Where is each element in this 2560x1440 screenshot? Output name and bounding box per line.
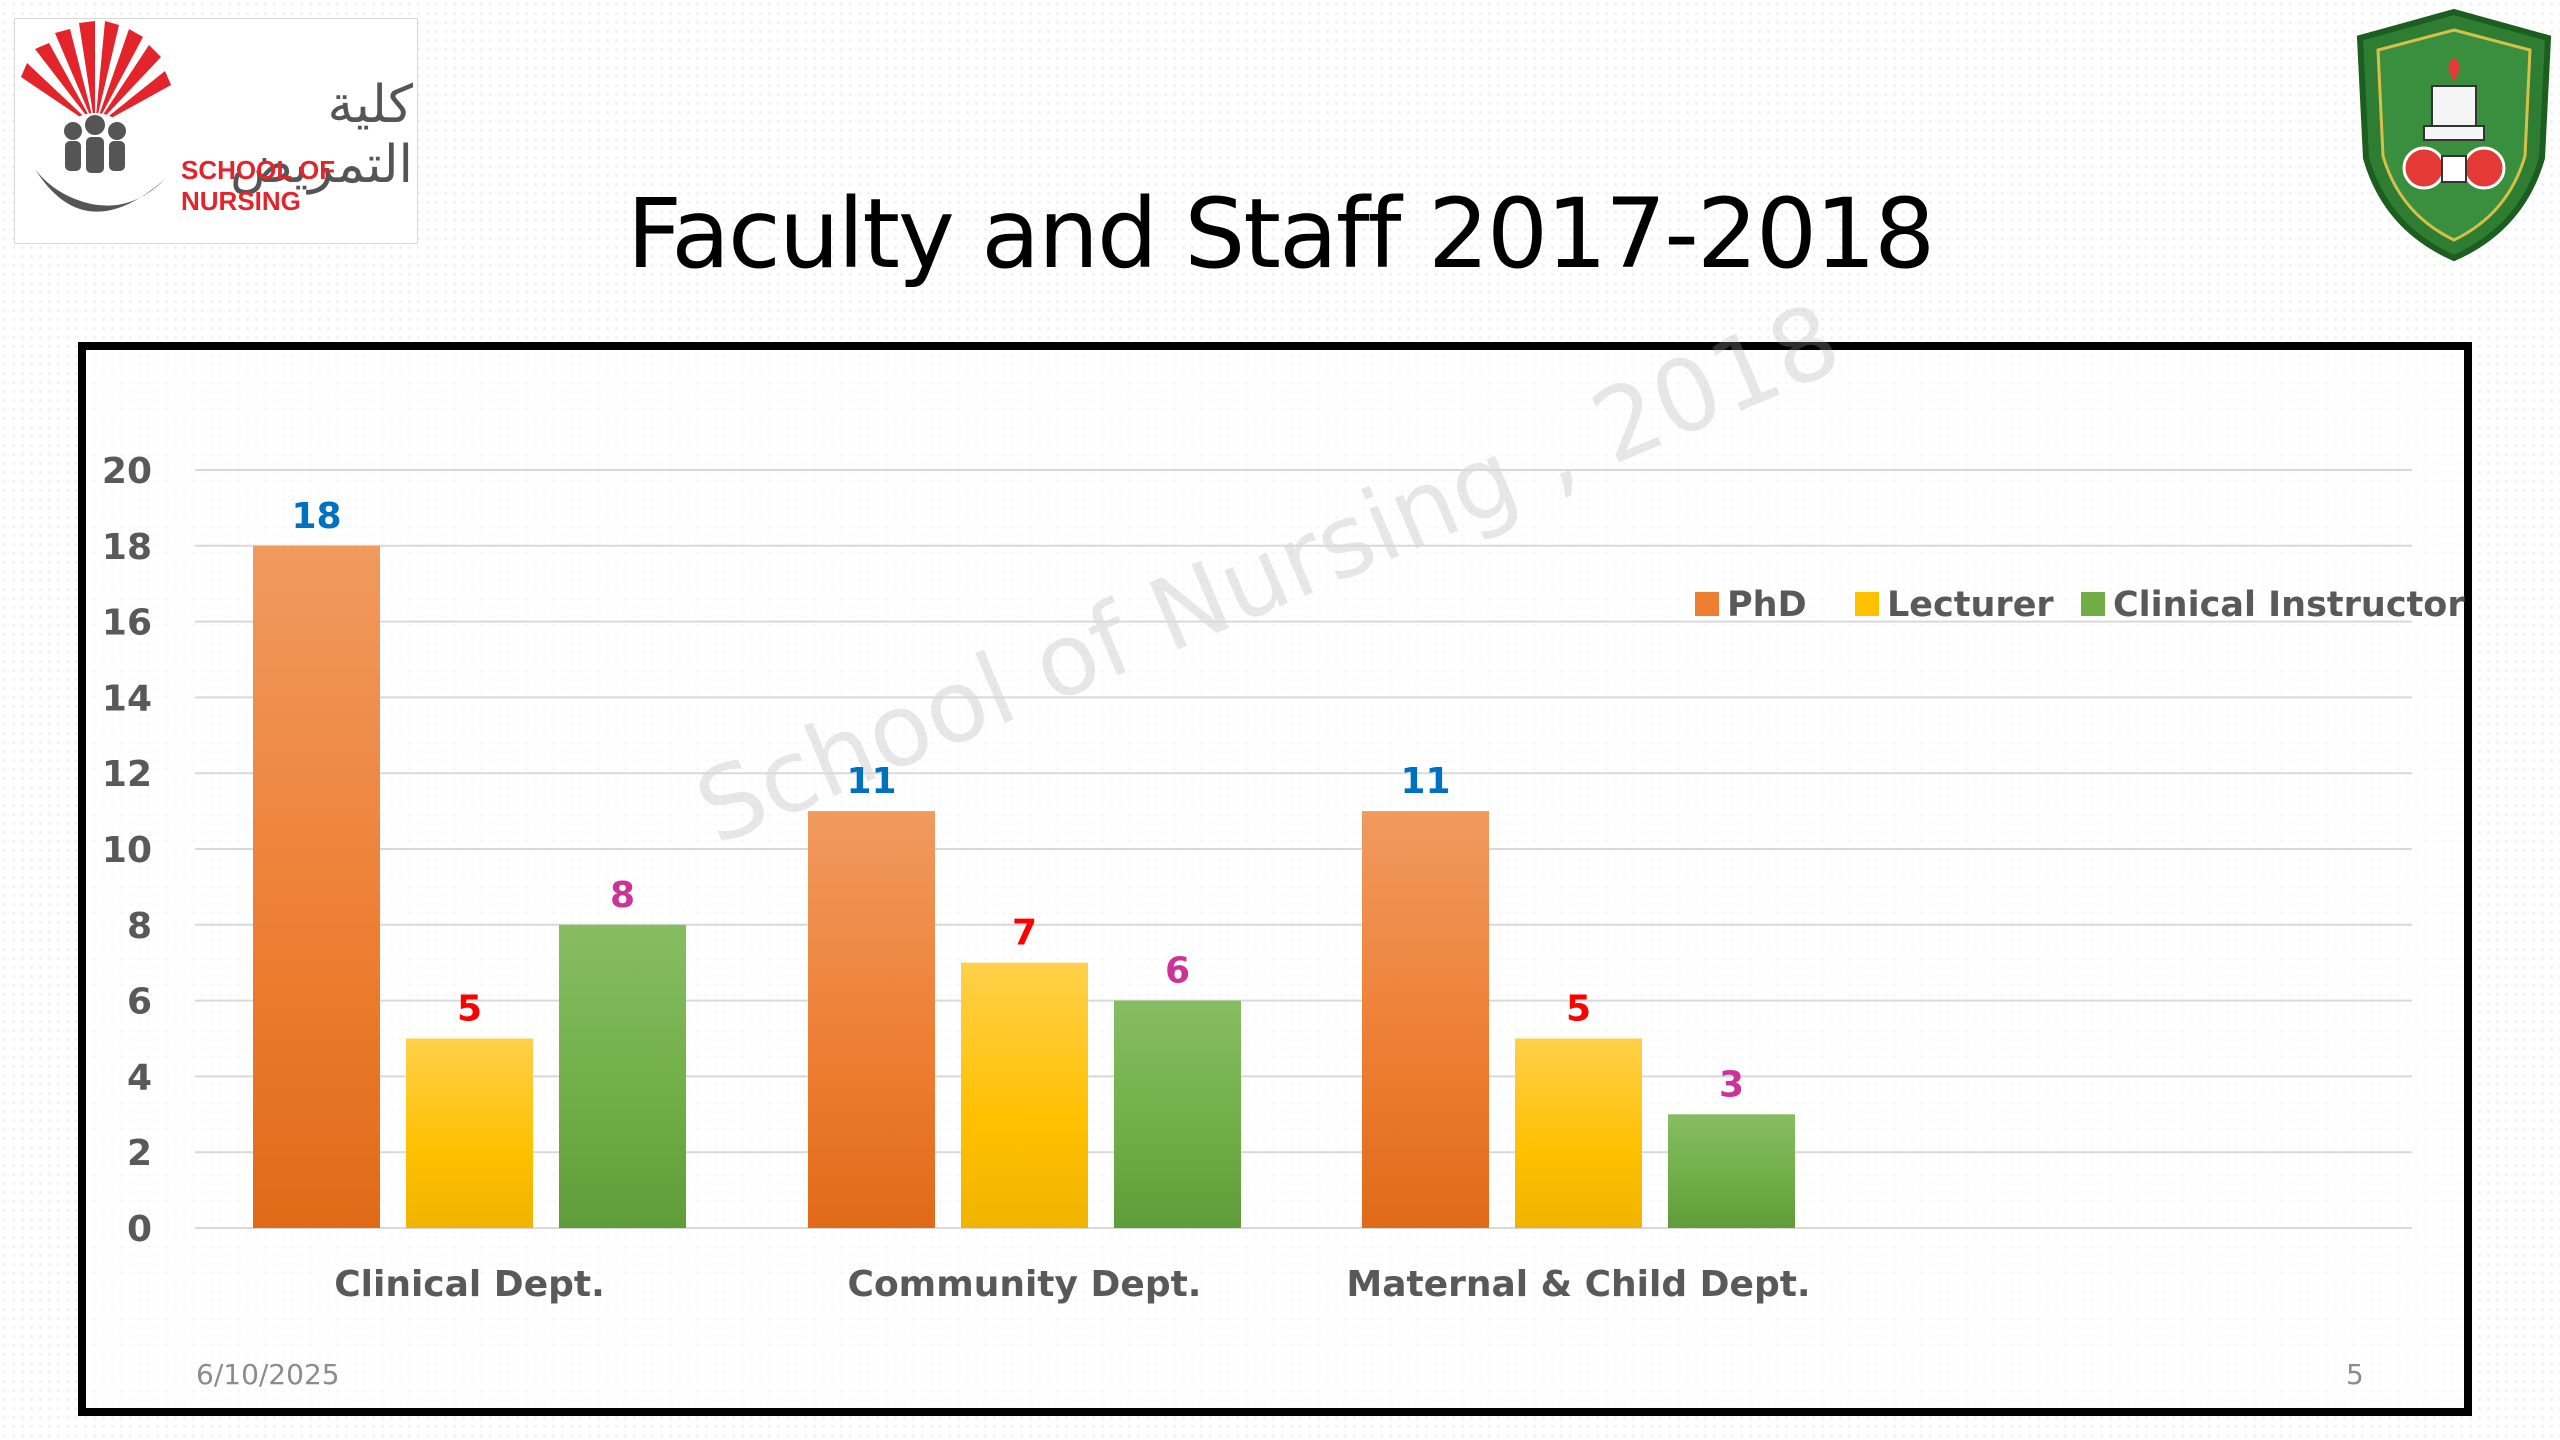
y-tick-label: 18 [102,527,152,568]
data-label-clinical-instructor: 6 [1165,951,1190,992]
logo-arabic-text: كلية التمريض [230,75,413,195]
bar-lecturer [1515,1038,1642,1228]
legend-swatch-clinical-instructor [2081,592,2105,616]
chart-frame [78,342,2472,1416]
y-tick-label: 8 [127,906,152,947]
bar-phd [1362,811,1489,1228]
data-label-lecturer: 5 [457,989,482,1030]
sunburst-family-icon [21,21,171,212]
page-title: Faculty and Staff 2017-2018 [626,178,1935,290]
y-tick-label: 4 [127,1057,152,1098]
bar-phd [253,545,380,1228]
x-category-label: Maternal & Child Dept. [1346,1264,1810,1305]
bars [253,545,1795,1228]
data-label-clinical-instructor: 3 [1719,1064,1744,1105]
university-crest-icon [2356,8,2552,262]
data-label-lecturer: 7 [1012,913,1037,954]
bar-lecturer [961,962,1088,1228]
x-category-label: Clinical Dept. [334,1264,605,1305]
legend-swatch-phd [1695,592,1719,616]
bar-lecturer [406,1038,533,1228]
bar-clinical-instructor [1668,1114,1795,1228]
chart-legend: PhD Lecturer Clinical Instructor [1695,585,2465,625]
bar-clinical-instructor [559,924,686,1228]
data-label-clinical-instructor: 8 [610,875,635,916]
x-axis-labels: Clinical Dept. Community Dept. Maternal & … [334,1264,1810,1305]
data-label-lecturer: 5 [1566,989,1591,1030]
logo-school-text: SCHOOL OF NURSING [181,155,336,216]
data-labels: 18 5 8 11 7 6 11 5 3 [291,496,1744,1106]
footer-page-number: 5 [2346,1358,2364,1391]
data-label-phd: 11 [846,761,896,802]
data-label-phd: 18 [291,496,341,537]
y-tick-label: 14 [102,678,152,719]
bar-clinical-instructor [1114,1000,1241,1228]
y-tick-label: 2 [127,1133,152,1174]
bar-phd [808,811,935,1228]
data-label-phd: 11 [1400,761,1450,802]
y-axis-ticks: 0 2 4 6 8 10 12 14 16 18 20 [102,451,152,1250]
y-tick-label: 10 [102,830,152,871]
legend-label-clinical-instructor: Clinical Instructor [2113,585,2465,625]
x-category-label: Community Dept. [848,1264,1202,1305]
school-of-nursing-logo: كلية التمريض SCHOOL OF NURSING [14,18,418,244]
y-tick-label: 16 [102,603,152,644]
y-tick-label: 6 [127,982,152,1023]
legend-label-lecturer: Lecturer [1887,585,2054,625]
legend-label-phd: PhD [1727,585,1807,625]
legend-swatch-lecturer [1855,592,1879,616]
y-tick-label: 20 [102,451,152,492]
footer-date: 6/10/2025 [196,1358,340,1391]
y-tick-label: 0 [127,1209,152,1250]
y-tick-label: 12 [102,754,152,795]
